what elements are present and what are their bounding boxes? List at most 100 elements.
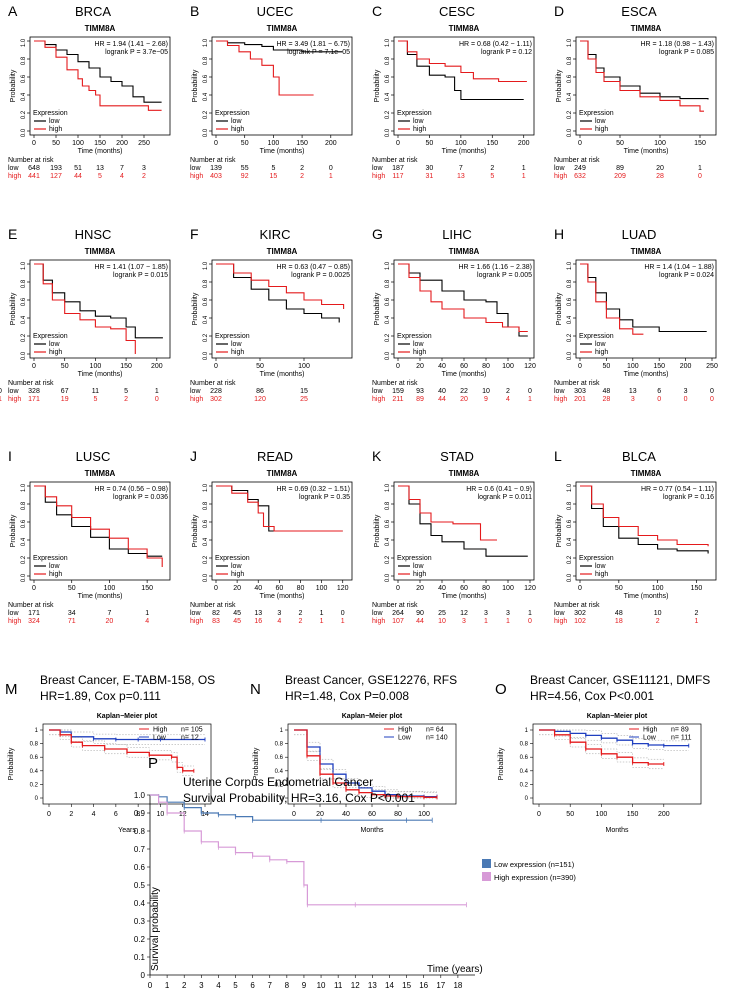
risk-high-value: 5 <box>490 173 494 180</box>
x-tick-label: 150 <box>94 140 106 147</box>
gene-title: TIMM8A <box>85 24 116 33</box>
y-axis-label: Probability <box>10 292 17 325</box>
risk-low-value: 82 <box>212 610 220 617</box>
risk-table-title: Number at risk <box>190 380 236 387</box>
panel-letter: N <box>250 681 261 698</box>
risk-high-value: 2 <box>142 173 146 180</box>
km-panel-kirc: F KIRC TIMM8A 0.0 0.2 0.4 0.6 0.8 1.0 Probability… <box>0 226 353 403</box>
risk-low-value: 1 <box>320 610 324 617</box>
x-tick-label: 7 <box>268 981 273 990</box>
risk-low-value: 0 <box>341 610 345 617</box>
x-tick-label: 0 <box>292 811 296 818</box>
risk-high-value: 4 <box>120 173 124 180</box>
plot-title: Kaplan−Meier plot <box>587 713 648 720</box>
x-axis-label: Time (months) <box>624 148 669 155</box>
x-tick-label: 6 <box>114 811 118 818</box>
y-tick-label: 0.6 <box>203 74 209 83</box>
gene-title: TIMM8A <box>631 247 662 256</box>
legend-low-label: low <box>413 341 424 348</box>
small-panel-n: N Breast Cancer, GSE12276, RFS HR=1.48, Co… <box>250 673 457 834</box>
risk-table-title: Number at risk <box>372 602 418 609</box>
risk-low-value: 264 <box>392 610 404 617</box>
risk-high-value: 171 <box>28 396 40 403</box>
x-tick-label: 100 <box>268 140 280 147</box>
x-axis-label: Time (months) <box>624 593 669 600</box>
logrank-p: logrank P = 0.015 <box>113 272 168 279</box>
y-axis-label: Probability <box>10 69 17 102</box>
x-tick-label: 200 <box>116 140 128 147</box>
panel-cancer-title: LUSC <box>76 449 111 464</box>
risk-table-title: Number at risk <box>554 602 600 609</box>
legend-n: n= 12 <box>181 735 199 742</box>
x-tick-label: 0 <box>396 140 400 147</box>
risk-high-value: high <box>8 618 21 625</box>
risk-high-value: 0 <box>684 396 688 403</box>
y-tick-label: 1.0 <box>21 38 27 47</box>
y-axis-label: Probability <box>192 292 199 325</box>
risk-high-value: 4 <box>277 618 281 625</box>
y-tick-label: 0.2 <box>21 110 27 119</box>
low-expression-curve <box>216 263 340 323</box>
x-tick-label: 2 <box>182 981 187 990</box>
y-tick-label: 0.8 <box>21 501 27 510</box>
high-expression-curve <box>216 263 345 309</box>
high-expression-curve <box>216 485 343 532</box>
legend-label: Low <box>398 735 412 742</box>
x-axis-label: Time (months) <box>624 371 669 378</box>
legend-n: n= 140 <box>426 735 448 742</box>
risk-low-value: 10 <box>654 610 662 617</box>
risk-low-value: 3 <box>484 610 488 617</box>
x-tick-label: 0 <box>578 140 582 147</box>
x-tick-label: 50 <box>603 363 611 370</box>
risk-high-value: 5 <box>93 396 97 403</box>
y-tick-label: 0.8 <box>385 56 391 65</box>
panel-cancer-title: CESC <box>439 4 475 19</box>
plot-frame <box>575 259 717 359</box>
x-tick-label: 50 <box>52 140 60 147</box>
legend-low-label: low <box>595 341 606 348</box>
risk-low-value: 3 <box>684 388 688 395</box>
gene-title: TIMM8A <box>449 247 480 256</box>
y-tick-label: 0.8 <box>203 279 209 288</box>
km-panel-cesc: C CESC TIMM8A 0.0 0.2 0.4 0.6 0.8 1.0 Probability… <box>372 3 535 180</box>
x-tick-label: 200 <box>151 363 163 370</box>
y-tick-label: 0.8 <box>520 742 529 748</box>
hazard-ratio: HR = 1.94 (1.41 − 2.68) <box>94 41 168 48</box>
y-tick-label: 0.6 <box>275 755 284 761</box>
risk-high-value: high <box>8 173 21 180</box>
y-tick-label: 0.4 <box>203 315 209 324</box>
x-tick-label: 14 <box>385 981 394 990</box>
gene-title: TIMM8A <box>267 24 298 33</box>
risk-low-value: low <box>8 388 19 395</box>
risk-low-value: 30 <box>426 165 434 172</box>
plot-frame <box>532 723 702 805</box>
legend-low-label: low <box>413 118 424 125</box>
legend-title: Expression <box>33 555 68 562</box>
km-panel-luad: H LUAD TIMM8A 0.0 0.2 0.4 0.6 0.8 1.0 Probability… <box>554 226 718 403</box>
y-tick-label: 0.4 <box>21 315 27 324</box>
panel-letter: G <box>372 226 383 242</box>
x-tick-label: 1 <box>165 981 170 990</box>
gene-title: TIMM8A <box>85 247 116 256</box>
risk-high-value: 2 <box>299 618 303 625</box>
legend-high-label: high <box>49 126 62 133</box>
risk-high-value: high <box>372 396 385 403</box>
x-tick-label: 150 <box>120 363 132 370</box>
gene-title: TIMM8A <box>449 24 480 33</box>
risk-high-value: 117 <box>392 173 403 180</box>
hazard-ratio: HR = 0.77 (0.54 − 1.11) <box>641 486 714 493</box>
x-tick-label: 13 <box>368 981 377 990</box>
risk-high-value: high <box>190 618 203 625</box>
y-tick-label: 0.7 <box>134 845 146 854</box>
x-tick-label: 4 <box>216 981 221 990</box>
y-tick-label: 0.8 <box>567 501 573 510</box>
y-tick-label: 0 <box>35 796 39 802</box>
x-tick-label: 40 <box>438 363 446 370</box>
plot-frame <box>575 481 717 581</box>
risk-low-value: 1 <box>528 610 532 617</box>
panel-p-ucec-survival: P Uterine Corpus Endometrial Cancer Surviv… <box>134 755 577 990</box>
risk-low-value: 10 <box>482 388 490 395</box>
panel-cancer-title: LUAD <box>622 227 657 242</box>
risk-high-value: 44 <box>438 396 446 403</box>
